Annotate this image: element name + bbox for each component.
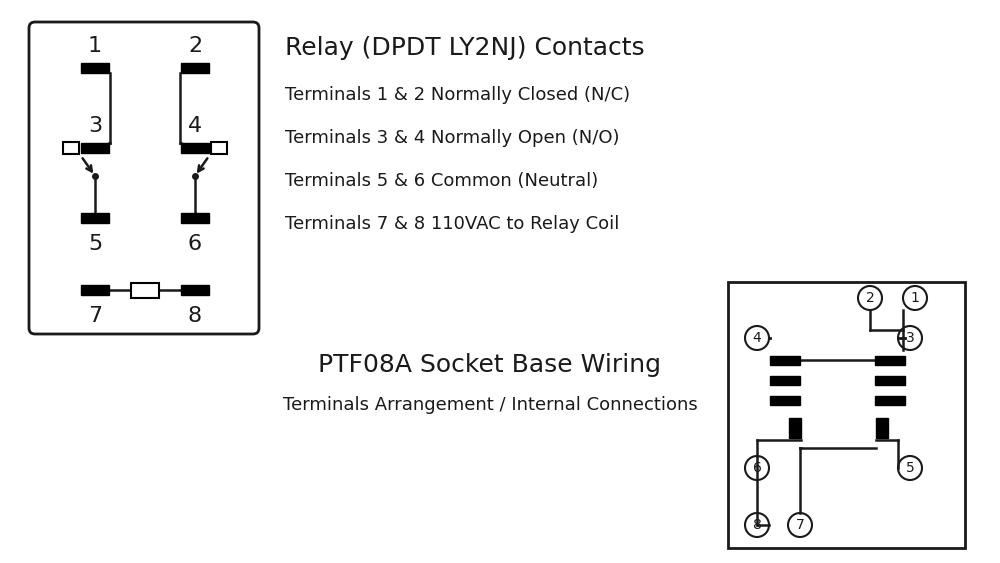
Text: 3: 3 — [88, 116, 102, 136]
Text: 4: 4 — [188, 116, 202, 136]
Bar — [81, 285, 109, 295]
Bar — [181, 143, 209, 153]
Bar — [181, 63, 209, 73]
Text: 3: 3 — [906, 331, 914, 345]
Text: Terminals 1 & 2 Normally Closed (N/C): Terminals 1 & 2 Normally Closed (N/C) — [285, 86, 630, 104]
Text: 7: 7 — [796, 518, 804, 532]
Bar — [81, 213, 109, 223]
Bar — [875, 395, 905, 404]
Text: Relay (DPDT LY2NJ) Contacts: Relay (DPDT LY2NJ) Contacts — [285, 36, 645, 60]
Bar — [770, 355, 800, 364]
Bar — [770, 395, 800, 404]
Bar — [770, 376, 800, 385]
FancyBboxPatch shape — [29, 22, 259, 334]
Bar — [81, 143, 109, 153]
Text: 1: 1 — [911, 291, 919, 305]
Bar — [81, 63, 109, 73]
Text: 6: 6 — [753, 461, 761, 475]
Text: 8: 8 — [753, 518, 761, 532]
Text: 6: 6 — [188, 234, 202, 254]
Bar — [876, 418, 888, 438]
Text: Terminals 7 & 8 110VAC to Relay Coil: Terminals 7 & 8 110VAC to Relay Coil — [285, 215, 619, 233]
Text: 2: 2 — [866, 291, 874, 305]
Bar — [211, 142, 227, 154]
Bar — [728, 282, 965, 548]
Bar — [63, 142, 79, 154]
Text: Terminals Arrangement / Internal Connections: Terminals Arrangement / Internal Connect… — [283, 396, 697, 414]
Text: Terminals 5 & 6 Common (Neutral): Terminals 5 & 6 Common (Neutral) — [285, 172, 598, 190]
Text: 5: 5 — [906, 461, 914, 475]
Bar — [181, 213, 209, 223]
Bar — [181, 285, 209, 295]
Bar — [875, 355, 905, 364]
Text: 7: 7 — [88, 306, 102, 326]
Text: 1: 1 — [88, 36, 102, 56]
Text: PTF08A Socket Base Wiring: PTF08A Socket Base Wiring — [318, 353, 662, 377]
Bar — [875, 376, 905, 385]
Text: Terminals 3 & 4 Normally Open (N/O): Terminals 3 & 4 Normally Open (N/O) — [285, 129, 620, 147]
Bar — [131, 283, 159, 297]
Text: 5: 5 — [88, 234, 102, 254]
Text: 8: 8 — [188, 306, 202, 326]
Text: 4: 4 — [753, 331, 761, 345]
Text: 2: 2 — [188, 36, 202, 56]
Bar — [789, 418, 801, 438]
